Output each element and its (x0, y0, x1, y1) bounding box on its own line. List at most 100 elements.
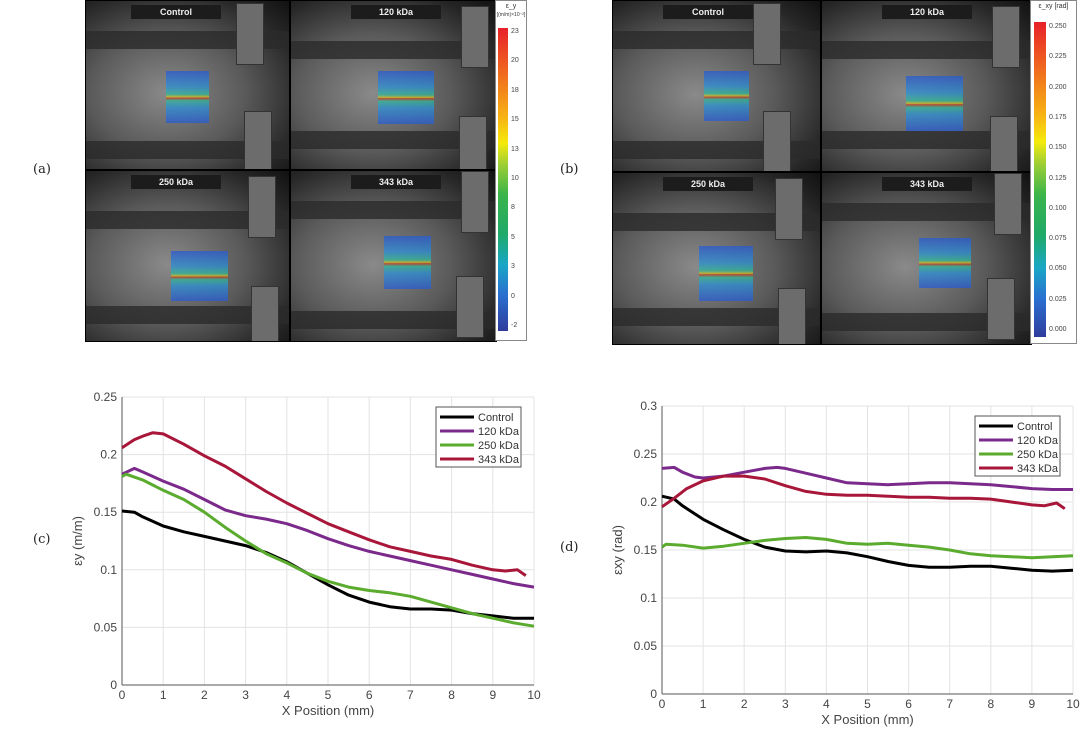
colorbar-tick: 15 (511, 116, 519, 124)
colorbar-tick: 0.000 (1049, 326, 1067, 333)
strain-overlay (171, 251, 228, 301)
dic-image-control: Control (85, 0, 290, 170)
x-tick-label: 1 (700, 697, 707, 711)
series-line-120-kda (661, 465, 1073, 491)
series-line-343-kda (661, 474, 1066, 510)
y-tick-label: 0 (110, 678, 117, 692)
image-label: 250 kDa (663, 177, 753, 191)
x-tick-label: 5 (325, 688, 332, 702)
x-tick-label: 8 (987, 697, 994, 711)
y-tick-label: 0.1 (640, 591, 657, 605)
colorbar-tick: 0.200 (1049, 83, 1067, 91)
colorbar-unit: [(m/m)×10⁻²] (496, 12, 526, 18)
dic-image-343kda: 343 kDa (290, 170, 497, 342)
y-axis-label: εy (m/m) (70, 516, 85, 566)
legend-label: 120 kDa (1017, 435, 1059, 447)
image-label: 343 kDa (351, 175, 441, 189)
panel-label-a: (a) (33, 162, 51, 177)
legend-label: 120 kDa (478, 426, 520, 438)
legend-label: Control (1017, 421, 1052, 433)
image-label: 120 kDa (351, 5, 441, 19)
x-tick-label: 10 (527, 688, 541, 702)
colorbar-tick: 10 (511, 175, 519, 182)
colorbar-tick: -2 (511, 322, 518, 329)
x-tick-label: 8 (448, 688, 455, 702)
strain-overlay (704, 71, 749, 121)
colorbar-strain-y: ε_y [(m/m)×10⁻²] 23 20 18 15 13 10 8 5 3 0 -2 (495, 0, 527, 341)
colorbar-tick: 0.075 (1049, 235, 1067, 243)
dic-image-control: Control (612, 0, 821, 172)
series-line-343-kda (121, 431, 527, 577)
colorbar-tick: 0.250 (1049, 23, 1067, 30)
y-tick-label: 0.05 (634, 639, 658, 653)
image-label: Control (131, 5, 221, 19)
colorbar-tick: 0.125 (1049, 174, 1067, 182)
legend-label: 343 kDa (478, 454, 520, 466)
series-line-120-kda (121, 466, 535, 589)
dic-images-strain-y: Control 120 kDa 250 kDa 343 kDa (85, 0, 497, 342)
y-tick-label: 0.25 (94, 390, 118, 404)
dic-image-120kda: 120 kDa (821, 0, 1032, 172)
dic-image-343kda: 343 kDa (821, 172, 1032, 345)
dic-image-120kda: 120 kDa (290, 0, 497, 170)
y-tick-label: 0.25 (634, 447, 658, 461)
colorbar-tick: 0 (511, 292, 515, 300)
colorbar-tick: 0.100 (1049, 204, 1067, 212)
colorbar-title: ε_xy [rad] (1038, 3, 1069, 10)
x-tick-label: 9 (1029, 697, 1036, 711)
legend-label: 343 kDa (1017, 463, 1059, 475)
image-label: Control (663, 5, 753, 19)
legend-label: 250 kDa (478, 440, 520, 452)
y-tick-label: 0.1 (100, 563, 117, 577)
colorbar-tick: 0.025 (1049, 295, 1067, 303)
x-tick-label: 10 (1066, 697, 1080, 711)
strain-overlay (384, 236, 431, 289)
colorbar-title: ε_y (505, 3, 517, 10)
x-tick-label: 4 (823, 697, 830, 711)
colorbar-tick: 0.050 (1049, 265, 1067, 273)
x-tick-label: 3 (782, 697, 789, 711)
panel-label-b: (b) (560, 162, 579, 177)
colorbar-tick: 3 (511, 263, 515, 271)
x-axis-label: X Position (mm) (821, 712, 913, 727)
image-label: 250 kDa (131, 175, 221, 189)
colorbar-tick: 23 (511, 28, 519, 35)
colorbar-tick: 0.150 (1049, 144, 1067, 152)
y-axis-label: εxy (rad) (610, 525, 625, 575)
series-line-control (661, 494, 1074, 573)
y-tick-label: 0.3 (640, 399, 657, 413)
y-tick-label: 0.05 (94, 620, 118, 634)
colorbar-tick: 5 (511, 233, 515, 241)
strain-overlay (166, 71, 209, 123)
x-tick-label: 1 (160, 688, 167, 702)
dic-image-250kda: 250 kDa (85, 170, 290, 342)
colorbar-tick: 0.225 (1049, 53, 1067, 61)
y-tick-label: 0.15 (634, 543, 658, 557)
strain-overlay (919, 238, 971, 288)
legend-label: Control (478, 412, 513, 424)
legend-label: 250 kDa (1017, 449, 1059, 461)
x-tick-label: 2 (741, 697, 748, 711)
colorbar-tick: 18 (511, 86, 519, 94)
panel-label-c: (c) (33, 532, 51, 547)
x-tick-label: 7 (407, 688, 414, 702)
strain-overlay (378, 71, 434, 124)
dic-image-250kda: 250 kDa (612, 172, 821, 345)
series-line-250-kda (661, 536, 1074, 560)
y-tick-label: 0.15 (94, 505, 118, 519)
chart-strain-y: 0 1 2 3 4 5 6 7 8 9 10 0 0.05 0.1 0.15 0.2 0.25 X Positio… (70, 390, 541, 718)
x-tick-label: 5 (864, 697, 871, 711)
colorbar-tick: 8 (511, 204, 515, 212)
strain-overlay (699, 246, 753, 301)
colorbar-tick: 13 (511, 145, 519, 153)
y-tick-label: 0.2 (100, 448, 117, 462)
image-label: 120 kDa (882, 5, 972, 19)
colorbar-tick: 20 (511, 57, 519, 65)
colorbar-tick: 0.175 (1049, 113, 1067, 121)
y-tick-label: 0.2 (640, 495, 657, 509)
panel-label-d: (d) (560, 540, 579, 555)
x-tick-label: 6 (366, 688, 373, 702)
x-tick-label: 4 (283, 688, 290, 702)
series-line-250-kda (121, 472, 535, 628)
